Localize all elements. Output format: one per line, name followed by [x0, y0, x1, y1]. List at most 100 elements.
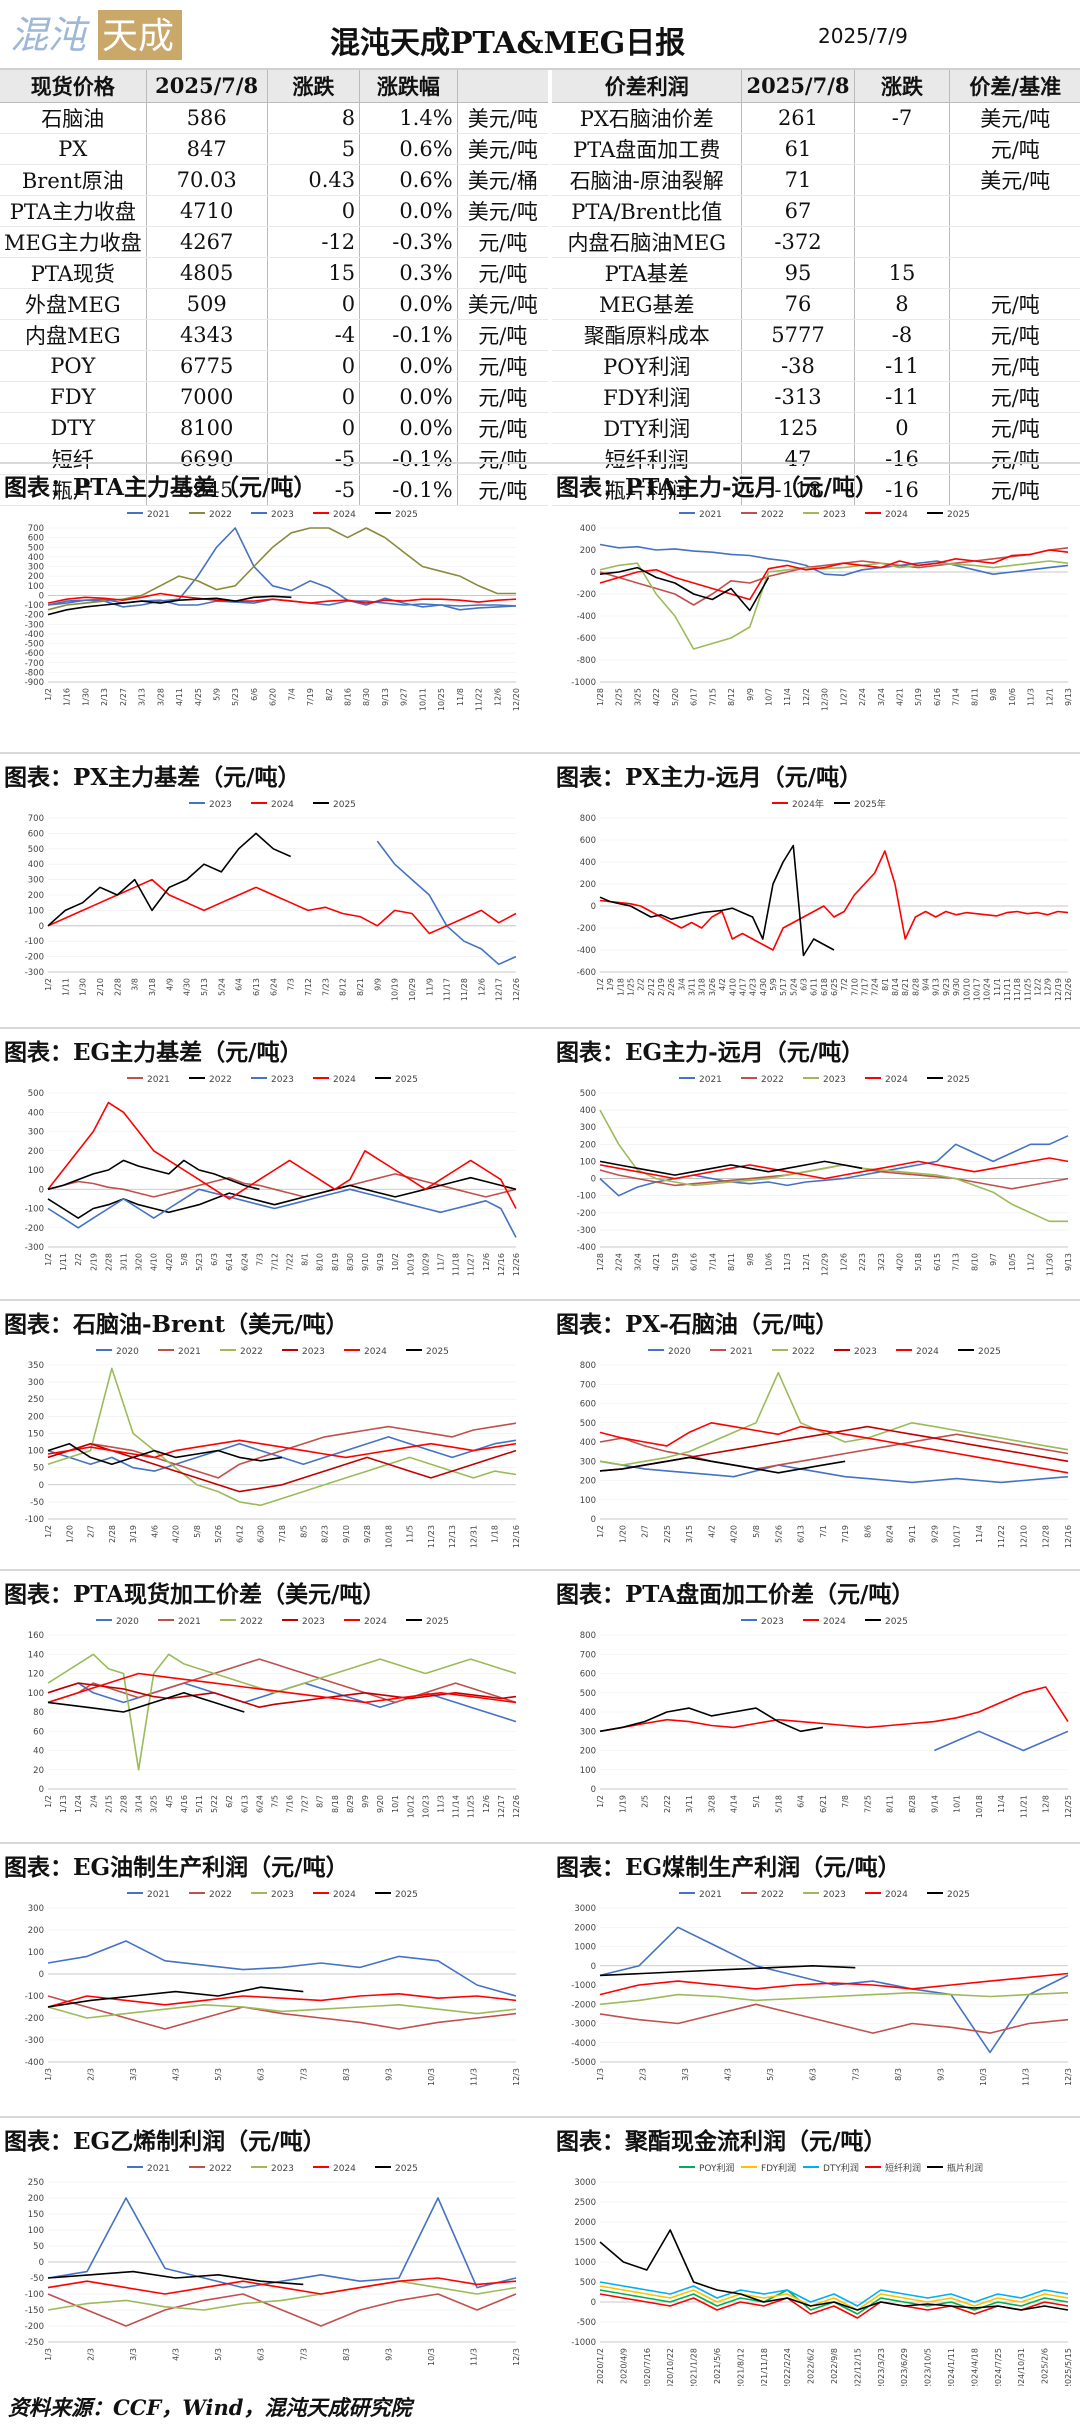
x-tick-label: 12/3	[512, 2348, 521, 2366]
x-tick-label: 10/10	[962, 978, 971, 1001]
x-tick-label: 11/27	[467, 1253, 476, 1276]
x-tick-label: 2020/4/9	[619, 2348, 628, 2384]
column-header: 价差/基准	[949, 70, 1080, 103]
series-line-2023	[933, 1730, 1069, 1752]
chart-title: 图表：PX-石脑油（元/吨）	[556, 1311, 839, 1338]
table-cell: 0.3%	[359, 257, 458, 289]
x-tick-label: 2/28	[119, 1795, 128, 1813]
table-cell: 6690	[145, 443, 268, 475]
chart-title: 图表：PTA主力基差（元/吨）	[4, 474, 317, 501]
x-tick-label: 10/29	[408, 978, 417, 1001]
x-tick-label: 3/8	[131, 978, 140, 991]
y-tick-label: 20	[33, 1766, 44, 1776]
x-tick-label: 11/4	[783, 688, 792, 706]
y-tick-label: -100	[577, 1192, 596, 1202]
x-tick-label: 6/18	[820, 978, 829, 996]
x-tick-label: 11/3	[1021, 2068, 1030, 2086]
x-tick-label: 9/19	[376, 1253, 385, 1271]
y-tick-label: -200	[577, 590, 596, 600]
x-tick-label: 3/11	[685, 1795, 694, 1813]
x-tick-label: 2/2	[74, 1253, 83, 1266]
legend-label: POY利润	[699, 2162, 735, 2174]
y-tick-label: 150	[28, 1429, 44, 1439]
chart-legend: 2021 2022 2023 2024 2025	[679, 1075, 970, 1085]
y-tick-label: -500	[577, 2318, 596, 2328]
x-tick-label: 8/7	[316, 1795, 325, 1808]
table-cell: POY利润	[552, 350, 742, 382]
x-tick-label: 2/2	[637, 978, 646, 991]
x-tick-label: 7/19	[841, 1525, 850, 1543]
y-tick-label: 400	[580, 1106, 596, 1116]
table-cell: 元/吨	[949, 474, 1080, 506]
x-tick-label: 12/26	[512, 1253, 521, 1276]
table-row: 石脑油-原油裂解 71 美元/吨	[552, 164, 1080, 196]
chart-legend: 2023 2024 2025	[189, 800, 356, 810]
legend-label: 2020	[668, 1347, 691, 1357]
line-chart: 2021 2022 2023 2024 2025 -400 -300 -200 -100 0 100…	[577, 1075, 1073, 1276]
chart-title: 图表：PX主力基差（元/吨）	[4, 764, 301, 791]
section-divider	[0, 462, 1080, 464]
table-cell: 元/吨	[456, 226, 548, 258]
line-chart: 2021 2022 2023 2024 2025 -400 -300 -200 -100 0 100…	[25, 1890, 521, 2086]
x-tick-label: 2022/6/2	[807, 2348, 816, 2384]
series-line-2023	[599, 560, 1069, 650]
legend-label: 2024	[333, 2164, 356, 2174]
table-cell: -0.1%	[359, 474, 458, 506]
table-row: MEG基差 76 8 元/吨	[552, 288, 1080, 320]
y-tick-label: 300	[28, 1378, 44, 1388]
x-tick-label: 1/25	[627, 978, 636, 996]
x-tick-label: 3/15	[685, 1525, 694, 1543]
table-cell: -11	[853, 381, 950, 413]
table-cell: 5	[266, 133, 360, 165]
y-tick-label: 200	[28, 572, 44, 582]
legend-label: 短纤利润	[885, 2162, 921, 2174]
x-tick-label: 6/2	[225, 1795, 234, 1808]
x-tick-label: 7/3	[287, 978, 296, 991]
table-cell: 0.0%	[359, 350, 458, 382]
x-tick-label: 1/3	[44, 2348, 53, 2361]
table-row: POY利润 -38 -11 元/吨	[552, 350, 1080, 382]
legend-label: 2022	[209, 2164, 232, 2174]
x-tick-label: 4/10	[728, 978, 737, 996]
x-tick-label: 9/13	[381, 688, 390, 706]
x-tick-label: 9/20	[376, 1795, 385, 1813]
x-tick-label: 1/11	[59, 1253, 68, 1271]
table-cell: 0	[266, 350, 360, 382]
x-tick-label: 12/25	[1064, 1795, 1073, 1818]
table-row: FDY 7000 0 0.0% 元/吨	[0, 381, 548, 413]
legend-label: 2025	[395, 1890, 418, 1900]
x-tick-label: 8/30	[346, 1253, 355, 1271]
y-tick-label: 350	[28, 1361, 44, 1371]
x-tick-label: 12/28	[1042, 1525, 1051, 1548]
x-tick-label: 7/25	[863, 1795, 872, 1813]
x-tick-label: 3/3	[681, 2068, 690, 2081]
legend-label: 2024年	[792, 798, 824, 810]
legend-label: 2024	[823, 1617, 846, 1627]
y-tick-label: 0	[591, 902, 596, 912]
table-cell: Brent原油	[0, 164, 147, 196]
series-line-2024	[47, 2277, 517, 2295]
y-tick-label: -100	[25, 2290, 44, 2300]
table-cell: -313	[741, 381, 854, 413]
x-tick-label: 5/13	[200, 978, 209, 996]
x-tick-label: 2/22	[663, 1795, 672, 1813]
x-tick-label: 6/15	[933, 1253, 942, 1271]
legend-label: 2024	[885, 510, 908, 520]
legend-label: 2021	[147, 2164, 170, 2174]
y-tick-label: 0	[39, 1185, 44, 1195]
y-tick-label: 500	[28, 1089, 44, 1099]
table-cell: 0.6%	[359, 164, 458, 196]
x-tick-label: 2021/5/6	[713, 2348, 722, 2384]
x-tick-label: 2/25	[615, 688, 624, 706]
x-tick-label: 4/20	[896, 1253, 905, 1271]
table-cell: 元/吨	[949, 443, 1080, 475]
y-tick-label: 600	[580, 1400, 596, 1410]
x-tick-label: 12/31	[469, 1525, 478, 1548]
table-cell: 美元/吨	[456, 133, 548, 165]
series-line-2025	[599, 566, 770, 612]
table-cell: 847	[145, 133, 268, 165]
table-cell: 元/吨	[949, 288, 1080, 320]
y-tick-label: 3000	[574, 2178, 596, 2188]
chart-title: 图表：EG主力基差（元/吨）	[4, 1039, 303, 1066]
x-tick-label: 11/3	[469, 2348, 478, 2366]
